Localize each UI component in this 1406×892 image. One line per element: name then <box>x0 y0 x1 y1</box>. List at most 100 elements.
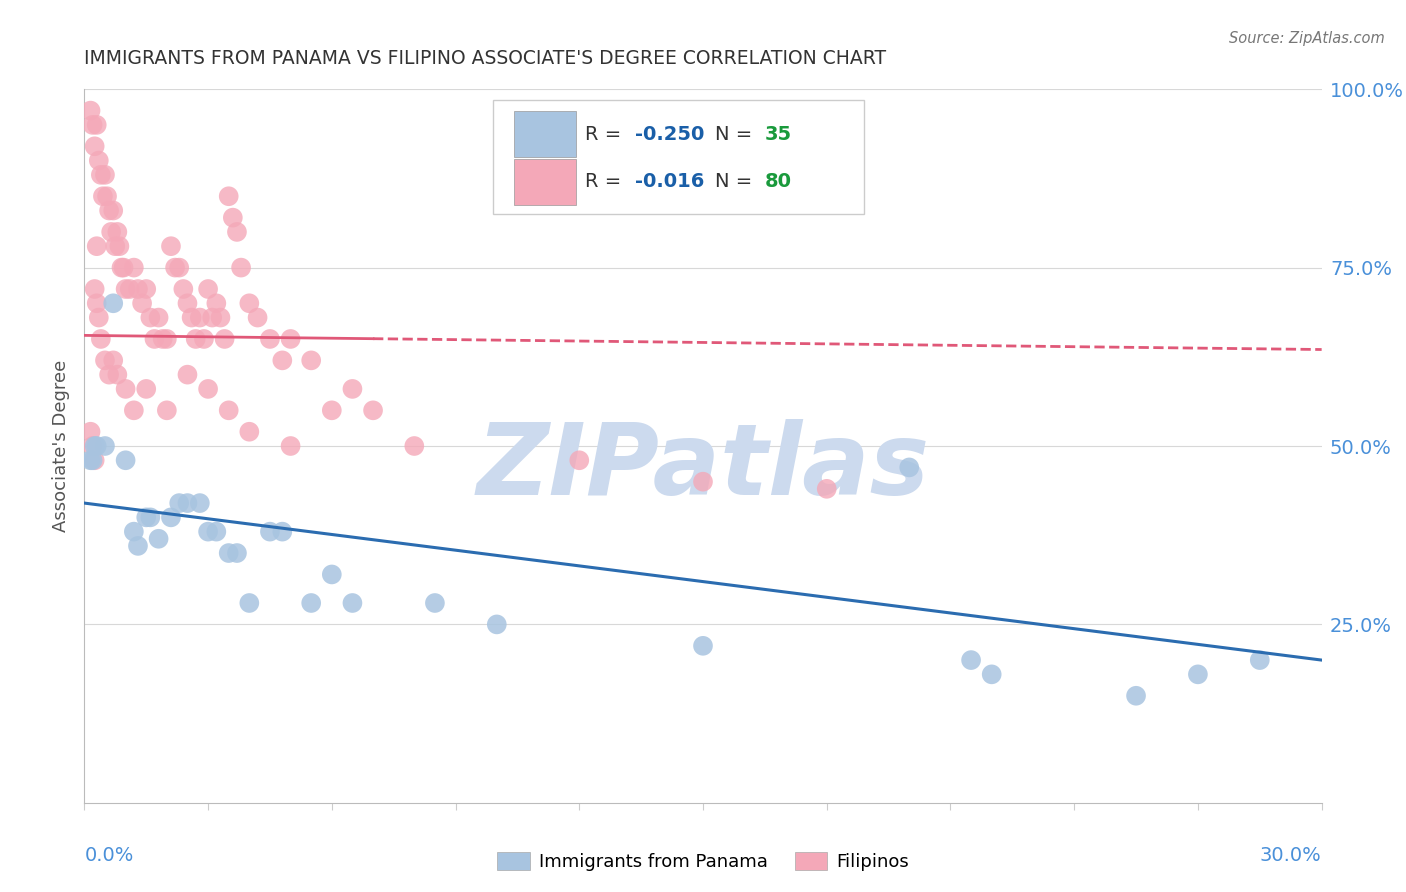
Point <box>568 453 591 467</box>
Point <box>135 382 157 396</box>
Point <box>87 153 110 168</box>
Point <box>83 139 105 153</box>
Point <box>205 296 228 310</box>
Point <box>226 225 249 239</box>
Point <box>90 168 112 182</box>
Point <box>94 439 117 453</box>
Point <box>980 667 1002 681</box>
Point <box>114 453 136 467</box>
Point <box>91 189 114 203</box>
Point <box>98 368 121 382</box>
Point <box>226 546 249 560</box>
Point <box>259 524 281 539</box>
Point <box>321 403 343 417</box>
Point <box>259 332 281 346</box>
Point <box>98 203 121 218</box>
Point <box>423 596 446 610</box>
Point <box>87 310 110 325</box>
Point <box>127 539 149 553</box>
Point <box>342 596 364 610</box>
Text: -0.250: -0.250 <box>636 125 704 144</box>
Point <box>201 310 224 325</box>
Point <box>193 332 215 346</box>
Point <box>148 532 170 546</box>
Point <box>188 496 211 510</box>
Text: N =: N = <box>716 172 759 192</box>
Point <box>160 510 183 524</box>
Point <box>692 475 714 489</box>
Point <box>86 296 108 310</box>
Point <box>148 310 170 325</box>
Point <box>152 332 174 346</box>
Point <box>815 482 838 496</box>
Point <box>167 496 190 510</box>
Point <box>692 639 714 653</box>
Text: N =: N = <box>716 125 759 144</box>
Point <box>112 260 135 275</box>
Legend: placeholder_blue, placeholder_pink: placeholder_blue, placeholder_pink <box>643 99 887 186</box>
Point <box>180 310 202 325</box>
Text: R =: R = <box>585 172 628 192</box>
Point <box>96 189 118 203</box>
Point <box>103 296 125 310</box>
Point <box>361 403 384 417</box>
Point <box>100 225 122 239</box>
Point <box>94 168 117 182</box>
Point <box>82 453 104 467</box>
Point <box>404 439 426 453</box>
Point <box>299 353 322 368</box>
Point <box>79 425 101 439</box>
Point <box>86 439 108 453</box>
Text: R =: R = <box>585 125 628 144</box>
Point <box>143 332 166 346</box>
Text: Source: ZipAtlas.com: Source: ZipAtlas.com <box>1229 31 1385 46</box>
Point <box>79 103 101 118</box>
Point <box>118 282 141 296</box>
Y-axis label: Associate's Degree: Associate's Degree <box>52 359 70 533</box>
Point <box>184 332 207 346</box>
Point <box>188 310 211 325</box>
Point <box>218 403 240 417</box>
Point <box>86 118 108 132</box>
Point <box>280 332 302 346</box>
Point <box>197 382 219 396</box>
Text: IMMIGRANTS FROM PANAMA VS FILIPINO ASSOCIATE'S DEGREE CORRELATION CHART: IMMIGRANTS FROM PANAMA VS FILIPINO ASSOC… <box>84 49 887 68</box>
Point <box>176 296 198 310</box>
Text: 0.0%: 0.0% <box>84 846 134 864</box>
Point <box>79 453 101 467</box>
Point <box>135 510 157 524</box>
Point <box>280 439 302 453</box>
FancyBboxPatch shape <box>513 111 575 157</box>
Point <box>222 211 245 225</box>
Point <box>105 368 128 382</box>
Point <box>197 282 219 296</box>
Point <box>485 617 508 632</box>
Point <box>299 596 322 610</box>
Point <box>122 524 145 539</box>
Text: -0.016: -0.016 <box>636 172 704 192</box>
Point <box>209 310 232 325</box>
Point <box>114 282 136 296</box>
Point <box>1187 667 1209 681</box>
Point <box>238 296 260 310</box>
Point <box>218 189 240 203</box>
Point <box>156 332 179 346</box>
Point <box>229 260 252 275</box>
Point <box>197 524 219 539</box>
FancyBboxPatch shape <box>492 100 863 214</box>
Point <box>246 310 269 325</box>
Point <box>898 460 921 475</box>
Text: 30.0%: 30.0% <box>1260 846 1322 864</box>
Point <box>238 425 260 439</box>
Point <box>83 282 105 296</box>
Point <box>90 332 112 346</box>
Point <box>82 439 104 453</box>
Point <box>342 382 364 396</box>
Point <box>108 239 131 253</box>
Point <box>127 282 149 296</box>
Point <box>1249 653 1271 667</box>
Point <box>165 260 187 275</box>
Point <box>271 353 294 368</box>
Text: ZIPatlas: ZIPatlas <box>477 419 929 516</box>
Point <box>105 225 128 239</box>
